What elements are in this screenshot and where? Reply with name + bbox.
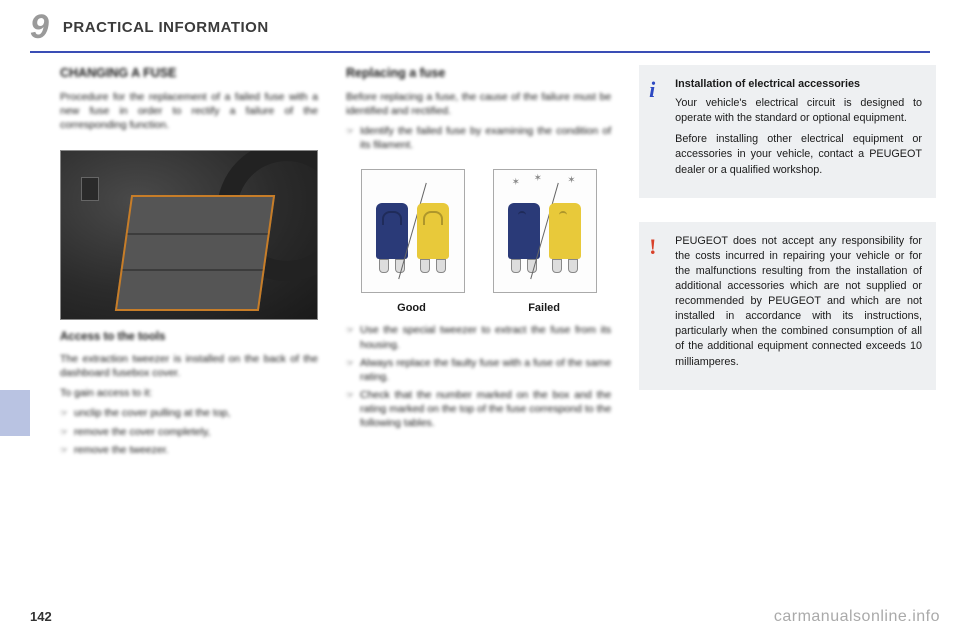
replace-steps-list: Use the special tweezer to extract the f… xyxy=(346,323,611,430)
spark-icon: ✶ xyxy=(567,174,575,188)
list-item: remove the cover completely, xyxy=(60,425,318,439)
access-intro: The extraction tweezer is installed on t… xyxy=(60,352,318,380)
fuse-failed-panel: ✶ ✶ ✶ xyxy=(493,169,597,293)
fuse-good-panel xyxy=(361,169,465,293)
spark-icon: ✶ xyxy=(534,172,542,186)
section-title-changing: CHANGING A FUSE xyxy=(60,65,318,82)
warning-icon: ! xyxy=(649,232,656,263)
failed-label: Failed xyxy=(528,301,560,316)
warning-box: ! PEUGEOT does not accept any responsibi… xyxy=(639,222,936,390)
info-heading: Installation of electrical accessories xyxy=(675,77,922,92)
good-label: Good xyxy=(397,301,426,316)
fuse-caption-row: Good Failed xyxy=(346,301,611,316)
chapter-number: 9 xyxy=(30,8,47,47)
side-tab xyxy=(0,390,30,436)
content-columns: CHANGING A FUSE Procedure for the replac… xyxy=(0,53,960,461)
list-item: Check that the number marked on the box … xyxy=(346,388,611,431)
page-number: 142 xyxy=(30,609,52,624)
replacing-intro: Before replacing a fuse, the cause of th… xyxy=(346,90,611,118)
list-item: unclip the cover pulling at the top, xyxy=(60,406,318,420)
column-right: i Installation of electrical accessories… xyxy=(639,65,936,461)
watermark: carmanualsonline.info xyxy=(774,608,940,626)
changing-intro: Procedure for the replacement of a faile… xyxy=(60,90,318,133)
access-title: Access to the tools xyxy=(60,330,318,346)
info-body: Before installing other electrical equip… xyxy=(675,132,922,177)
fuse-blue-failed-icon xyxy=(508,203,540,259)
fuse-yellow-failed-icon xyxy=(549,203,581,259)
fuse-yellow-icon xyxy=(417,203,449,259)
info-body: Your vehicle's electrical circuit is des… xyxy=(675,96,922,126)
access-steps-list: unclip the cover pulling at the top, rem… xyxy=(60,406,318,457)
access-lead: To gain access to it: xyxy=(60,386,318,400)
column-middle: Replacing a fuse Before replacing a fuse… xyxy=(346,65,611,461)
column-left: CHANGING A FUSE Procedure for the replac… xyxy=(60,65,318,461)
dashboard-photo xyxy=(60,150,318,320)
spark-icon: ✶ xyxy=(512,176,520,190)
warning-body: PEUGEOT does not accept any responsibili… xyxy=(675,234,922,370)
fuse-blue-icon xyxy=(376,203,408,259)
list-item: Always replace the faulty fuse with a fu… xyxy=(346,356,611,384)
fuse-figure: ✶ ✶ ✶ xyxy=(346,169,611,293)
info-box-install: i Installation of electrical accessories… xyxy=(639,65,936,198)
section-title-replacing: Replacing a fuse xyxy=(346,65,611,82)
chapter-title: PRACTICAL INFORMATION xyxy=(63,19,269,36)
info-icon: i xyxy=(649,75,655,106)
list-item: Use the special tweezer to extract the f… xyxy=(346,323,611,351)
list-item: Identify the failed fuse by examining th… xyxy=(346,124,611,152)
list-item: remove the tweezer. xyxy=(60,443,318,457)
fusebox-cover-highlight xyxy=(115,195,275,311)
page: 9 PRACTICAL INFORMATION CHANGING A FUSE … xyxy=(0,0,960,640)
identify-step-list: Identify the failed fuse by examining th… xyxy=(346,124,611,152)
dashboard-switch-icon xyxy=(81,177,99,201)
page-header: 9 PRACTICAL INFORMATION xyxy=(0,0,960,51)
